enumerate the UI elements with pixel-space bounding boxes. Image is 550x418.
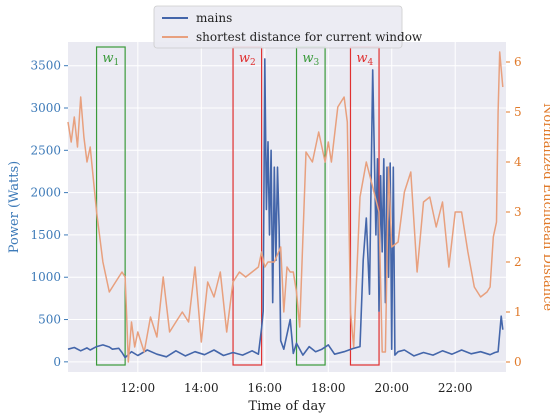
- legend-entry-distance: shortest distance for current window: [196, 30, 423, 44]
- y2-tick-label-5: 5: [514, 105, 522, 119]
- y-tick-label-0: 0: [53, 355, 61, 369]
- y2-tick-label-1: 1: [514, 305, 522, 319]
- x-tick-label-2: 16:00: [247, 381, 282, 395]
- grid: [68, 42, 506, 372]
- plot-background: [68, 42, 506, 372]
- x-tick-label-4: 20:00: [374, 381, 409, 395]
- y2-tick-label-4: 4: [514, 155, 522, 169]
- y2-tick-label-6: 6: [514, 55, 522, 69]
- series-line-distance: [67, 51, 504, 363]
- y-tick-label-6: 3000: [30, 101, 61, 115]
- y2-tick-label-0: 0: [514, 355, 522, 369]
- legend-entry-mains: mains: [196, 11, 232, 25]
- y-tick-label-4: 2000: [30, 186, 61, 200]
- x-tick-label-3: 18:00: [311, 381, 346, 395]
- window-label-1: w1: [102, 51, 119, 68]
- y-tick-label-3: 1500: [30, 228, 61, 242]
- y-tick-label-2: 1000: [30, 270, 61, 284]
- y2-tick-label-2: 2: [514, 255, 522, 269]
- window-boxes: w1 w2 w3 w4: [95, 46, 380, 366]
- series-lines: [67, 51, 504, 363]
- y2-axis-label: Normalized Euclidean Distance: [540, 103, 550, 311]
- window-label-2: w2: [239, 51, 256, 68]
- y-tick-label-7: 3500: [30, 59, 61, 73]
- window-label-3: w3: [302, 51, 319, 68]
- y2-tick-label-3: 3: [514, 205, 522, 219]
- x-tick-labels: 12:00 14:00 16:00 18:00 20:00 22:00: [121, 381, 473, 395]
- y-tick-label-1: 500: [38, 313, 61, 327]
- series-line-mains: [67, 58, 504, 359]
- x-axis-label: Time of day: [248, 399, 326, 414]
- x-tick-label-0: 12:00: [121, 381, 156, 395]
- y-axis-label: Power (Watts): [7, 161, 22, 253]
- legend-box: [153, 5, 403, 49]
- y-tick-label-5: 2500: [30, 143, 61, 157]
- window-label-4: w4: [356, 51, 373, 68]
- y2-tick-labels: 0 1 2 3 4 5 6: [506, 55, 522, 369]
- y-tick-labels: 0 500 1000 1500 2000 2500 3000 3500: [30, 59, 68, 369]
- legend: mains shortest distance for current wind…: [153, 5, 423, 49]
- x-tick-label-5: 22:00: [438, 381, 473, 395]
- x-tick-label-1: 14:00: [184, 381, 219, 395]
